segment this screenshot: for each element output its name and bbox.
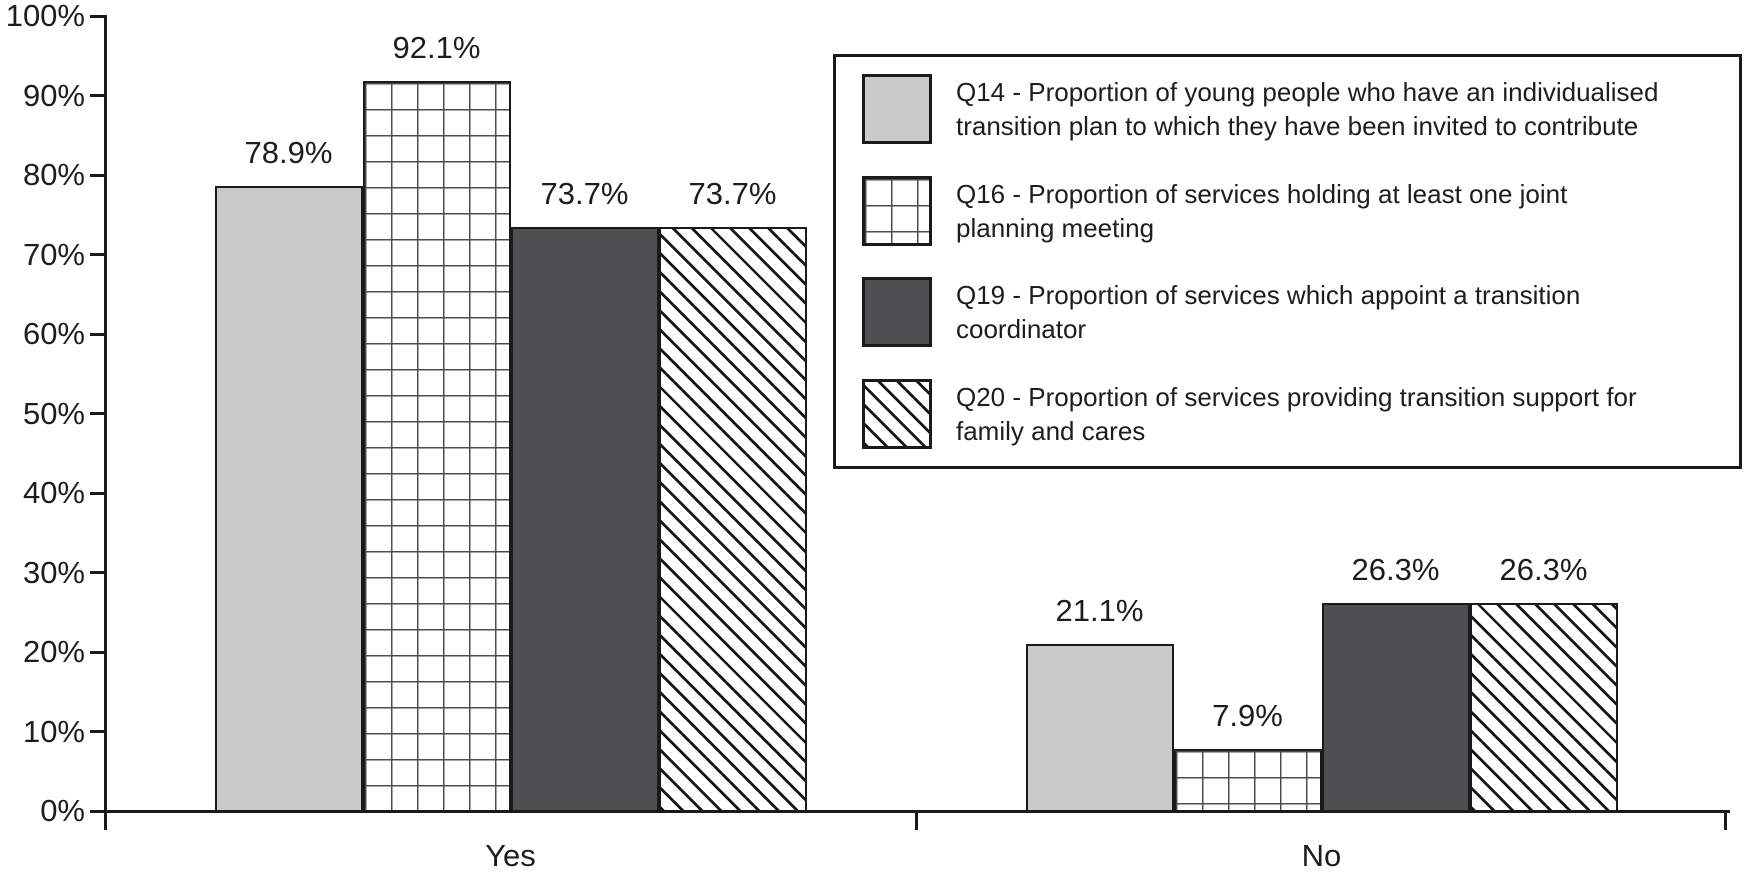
bar-value-label: 26.3%	[1351, 552, 1440, 587]
y-axis-tick	[90, 332, 104, 336]
legend-item-q16: Q16 - Proportion of services holding at …	[862, 175, 1721, 246]
y-axis-tick-label: 70%	[22, 236, 85, 272]
legend-item-q19: Q19 - Proportion of services which appoi…	[862, 277, 1721, 348]
y-axis-tick	[90, 730, 104, 733]
legend-item-label: Q14 - Proportion of young people who hav…	[956, 77, 1659, 141]
legend-item-label: Q16 - Proportion of services holding at …	[956, 178, 1568, 243]
bar-value-label: 26.3%	[1499, 552, 1588, 587]
legend-item-label: Q20 - Proportion of services providing t…	[956, 381, 1637, 446]
y-axis-tick-label: 90%	[22, 77, 85, 113]
x-axis-line	[104, 810, 1730, 813]
bar-q16-no	[1173, 749, 1322, 812]
bar-value-label: 21.1%	[1055, 593, 1144, 628]
bar-q16-yes	[362, 81, 511, 812]
bar-value-label: 7.9%	[1212, 698, 1283, 733]
bar-value-label: 78.9%	[244, 135, 333, 170]
legend-item-q14: Q14 - Proportion of young people who hav…	[862, 74, 1721, 144]
y-axis-tick	[90, 412, 104, 415]
x-axis-tick	[1724, 812, 1727, 830]
bar-q20-yes	[658, 227, 807, 812]
y-axis-tick-label: 20%	[22, 634, 85, 669]
bar-q20-no	[1469, 603, 1618, 812]
legend: Q14 - Proportion of young people who hav…	[833, 54, 1742, 469]
x-axis-category-label: No	[1301, 838, 1342, 873]
x-axis-tick	[915, 812, 918, 830]
y-axis-tick-label: 40%	[22, 475, 85, 510]
q16-swatch-icon	[862, 175, 932, 246]
bar-value-label: 73.7%	[540, 176, 629, 211]
bar-value-label: 92.1%	[392, 30, 481, 65]
y-axis-tick	[90, 14, 104, 18]
y-axis-tick-label: 30%	[22, 554, 85, 590]
legend-item-q20: Q20 - Proportion of services providing t…	[862, 378, 1721, 449]
y-axis-tick	[90, 173, 104, 177]
y-axis-tick	[90, 491, 104, 495]
q14-swatch-icon	[862, 74, 932, 144]
y-axis-tick-label: 60%	[22, 316, 85, 351]
y-axis-tick-label: 80%	[22, 157, 85, 192]
y-axis-tick-label: 0%	[40, 793, 85, 828]
y-axis-tick-label: 10%	[22, 713, 85, 749]
y-axis-tick-label: 100%	[5, 0, 85, 33]
q19-swatch-icon	[862, 277, 932, 348]
legend-item-label: Q19 - Proportion of services which appoi…	[956, 280, 1581, 345]
bar-q19-no	[1321, 603, 1470, 812]
y-axis-tick	[90, 809, 104, 813]
y-axis-tick	[90, 571, 104, 574]
bar-value-label: 73.7%	[688, 176, 777, 211]
bar-q19-yes	[510, 227, 659, 812]
q20-swatch-icon	[862, 378, 932, 449]
y-axis-tick-label: 50%	[22, 395, 85, 431]
x-axis-category-label: Yes	[485, 838, 536, 873]
bar-q14-no	[1025, 644, 1174, 812]
bar-q14-yes	[214, 186, 363, 812]
y-axis-tick	[90, 94, 104, 97]
y-axis-tick	[90, 253, 104, 256]
y-axis-tick	[90, 650, 104, 654]
y-axis-line	[104, 15, 107, 830]
